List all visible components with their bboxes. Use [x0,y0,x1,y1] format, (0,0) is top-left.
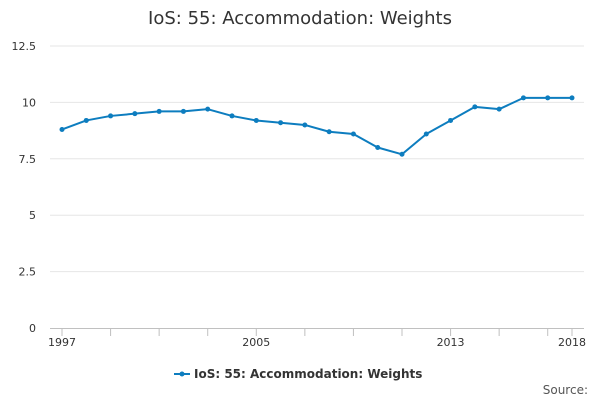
legend[interactable]: IoS: 55: Accommodation: Weights [174,367,422,381]
x-axis: 1997 2005 2013 2018 [48,328,586,349]
data-point[interactable] [496,106,502,112]
data-point[interactable] [375,145,381,151]
data-point[interactable] [448,117,454,123]
data-point[interactable] [472,104,478,110]
legend-label[interactable]: IoS: 55: Accommodation: Weights [194,367,422,381]
x-tick-label: 2018 [558,336,586,349]
y-tick-label: 0 [29,322,36,335]
data-point[interactable] [83,117,89,123]
data-point[interactable] [350,131,356,137]
grid-lines [50,45,584,273]
chart-title: IoS: 55: Accommodation: Weights [148,8,452,29]
data-point[interactable] [59,126,65,132]
data-point[interactable] [156,108,162,114]
x-tick-label: 1997 [48,336,76,349]
legend-point-marker [179,371,185,377]
y-tick-label: 10 [22,96,36,109]
data-point[interactable] [545,95,551,101]
x-tick-label: 2005 [242,336,270,349]
data-point[interactable] [205,106,211,112]
x-tick-label: 2013 [437,336,465,349]
data-point[interactable] [399,151,405,157]
data-point[interactable] [569,95,575,101]
y-tick-label: 12.5 [12,40,37,53]
y-tick-label: 2.5 [19,266,37,279]
series-layer [59,95,575,157]
data-point[interactable] [253,117,259,123]
data-point[interactable] [326,129,332,135]
source-label: Source: [543,383,588,397]
data-point[interactable] [180,108,186,114]
data-point[interactable] [423,131,429,137]
y-tick-label: 7.5 [19,153,37,166]
series-line[interactable] [61,96,572,156]
data-point[interactable] [132,111,138,117]
data-point[interactable] [108,113,114,119]
data-point[interactable] [278,120,284,126]
y-axis: 0 2.5 5 7.5 10 12.5 [12,40,37,335]
data-point[interactable] [520,95,526,101]
data-point[interactable] [229,113,235,119]
data-point[interactable] [302,122,308,128]
y-tick-label: 5 [29,209,36,222]
